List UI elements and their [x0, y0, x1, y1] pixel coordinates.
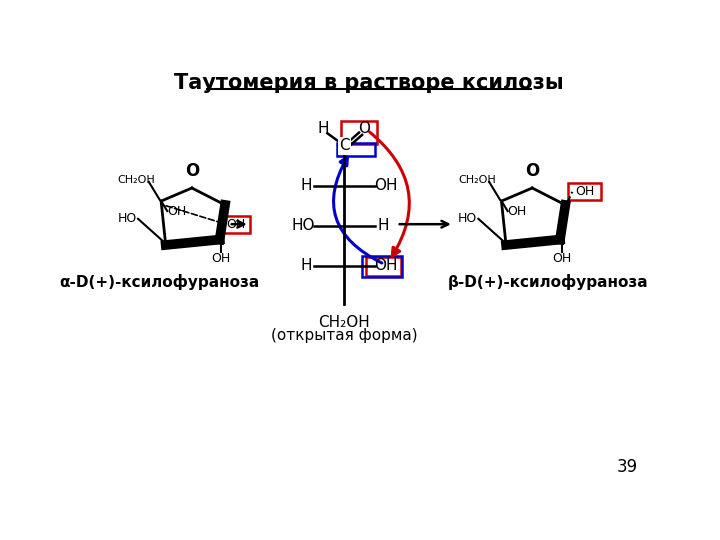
Text: CH₂OH: CH₂OH: [318, 315, 370, 330]
Text: OH: OH: [226, 218, 246, 231]
Text: OH: OH: [374, 178, 397, 193]
Text: 39: 39: [616, 458, 637, 476]
Bar: [366, 257, 401, 276]
Text: H: H: [317, 121, 328, 136]
Text: HO: HO: [291, 218, 315, 233]
Text: OH: OH: [167, 205, 186, 218]
FancyArrowPatch shape: [333, 157, 382, 263]
Text: OH: OH: [374, 258, 397, 273]
Text: C: C: [339, 138, 350, 153]
Text: O: O: [359, 121, 370, 136]
Text: β-D(+)-ксилофураноза: β-D(+)-ксилофураноза: [447, 274, 648, 290]
Bar: [337, 143, 375, 157]
Text: (открытая форма): (открытая форма): [271, 328, 418, 343]
Text: H: H: [300, 178, 312, 193]
Text: HO: HO: [117, 212, 137, 225]
Text: OH: OH: [508, 205, 527, 218]
Text: OH: OH: [552, 252, 571, 265]
Bar: [568, 184, 600, 200]
Text: H: H: [300, 258, 312, 273]
Text: H: H: [377, 218, 389, 233]
Bar: [341, 121, 377, 144]
Text: α-D(+)-ксилофураноза: α-D(+)-ксилофураноза: [60, 274, 260, 290]
Text: OH: OH: [212, 252, 231, 265]
Text: O: O: [525, 163, 539, 180]
Bar: [222, 215, 250, 233]
Text: HO: HO: [458, 212, 477, 225]
Text: Таутомерия в растворе ксилозы: Таутомерия в растворе ксилозы: [174, 73, 564, 93]
FancyArrowPatch shape: [369, 132, 410, 256]
Text: CH₂OH: CH₂OH: [117, 176, 156, 185]
Text: OH: OH: [575, 185, 594, 198]
Text: CH₂OH: CH₂OH: [458, 176, 495, 185]
Bar: [362, 256, 402, 278]
Text: O: O: [185, 163, 199, 180]
